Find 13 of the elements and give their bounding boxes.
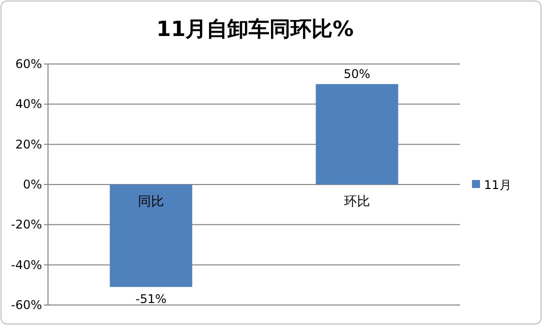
- data-label: -51%: [135, 292, 167, 306]
- y-tick-label: -40%: [10, 258, 42, 272]
- x-tick-label: 同比: [138, 194, 164, 210]
- y-tick-label: -60%: [10, 298, 42, 312]
- y-tick-label: 20%: [15, 137, 42, 152]
- y-tick-label: 40%: [15, 97, 42, 112]
- legend-label: 11月: [484, 178, 512, 192]
- y-tick-label: 0%: [22, 178, 42, 192]
- x-tick-label: 环比: [344, 194, 370, 210]
- data-label: 50%: [344, 67, 370, 82]
- y-tick-label: -20%: [10, 218, 42, 232]
- y-tick-label: 60%: [15, 57, 42, 71]
- chart-title: 11月自卸车同环比%: [156, 17, 354, 41]
